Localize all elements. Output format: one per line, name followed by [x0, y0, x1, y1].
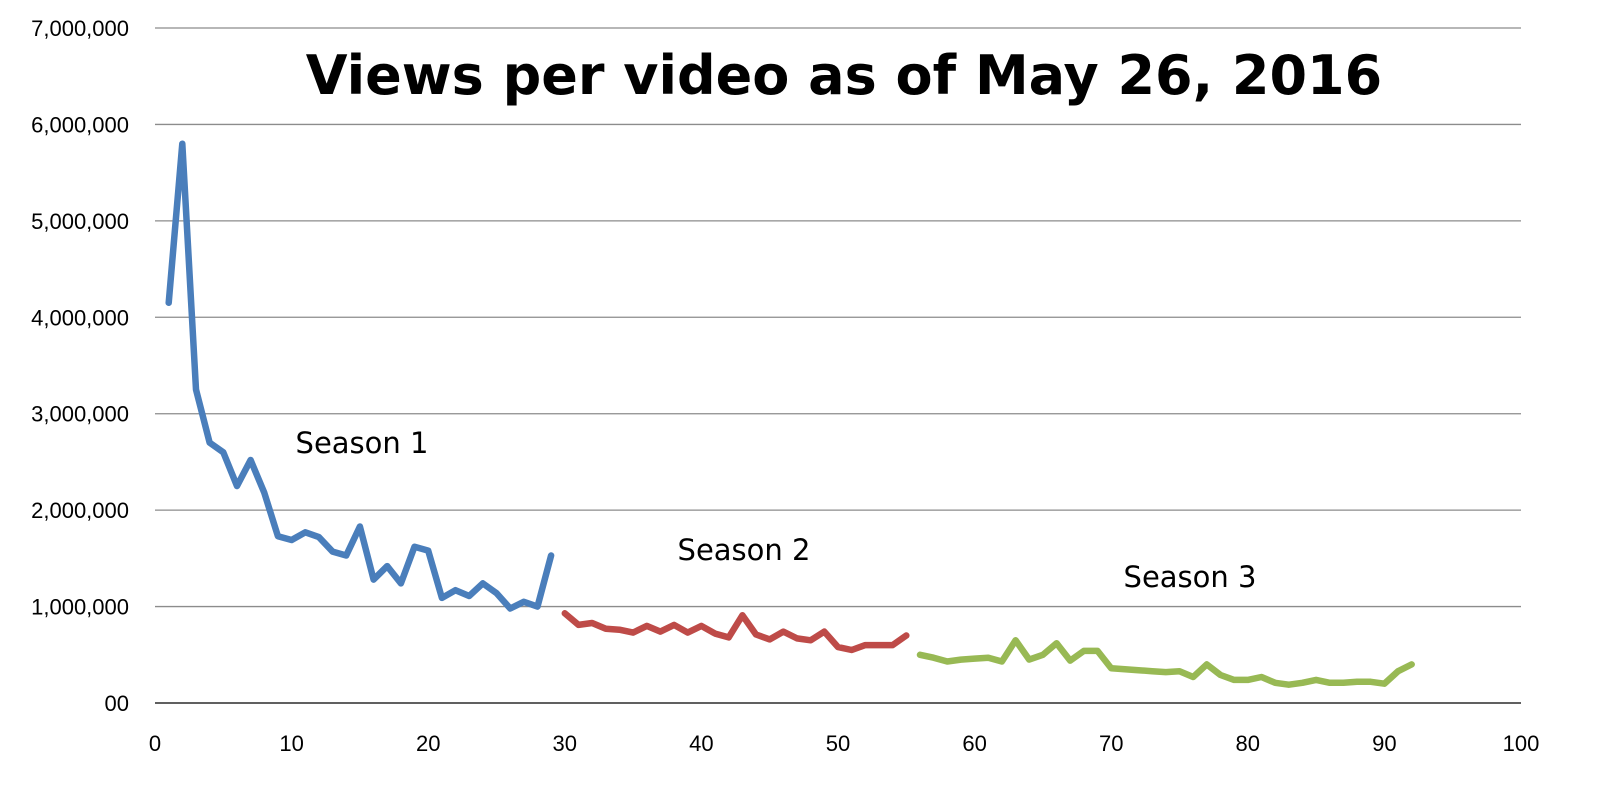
x-tick-label: 100	[1503, 731, 1540, 756]
y-tick-label: 4,000,000	[31, 305, 129, 330]
series-line-1	[165, 140, 555, 612]
y-tick-label: 5,000,000	[31, 209, 129, 234]
x-tick-label: 40	[689, 731, 713, 756]
series-label-season-1: Season 1	[296, 426, 429, 460]
x-tick-label: 0	[149, 731, 161, 756]
series-layer	[165, 140, 1415, 688]
y-tick-label: 7,000,000	[31, 16, 129, 41]
x-axis-ticks: 0 10 20 30 40 50 60 70 80 90 100	[149, 731, 1539, 756]
x-tick-label: 90	[1372, 731, 1396, 756]
x-tick-label: 10	[279, 731, 303, 756]
series-label-season-3: Season 3	[1124, 560, 1257, 594]
y-tick-label: 1,000,000	[31, 595, 129, 620]
x-tick-label: 80	[1236, 731, 1260, 756]
series-line-2	[561, 610, 910, 654]
x-tick-label: 50	[826, 731, 850, 756]
y-tick-label: 3,000,000	[31, 402, 129, 427]
series-line-3	[916, 637, 1415, 688]
series-label-season-2: Season 2	[678, 533, 811, 567]
x-tick-label: 70	[1099, 731, 1123, 756]
y-tick-label: 00	[105, 691, 129, 716]
gridlines	[155, 27, 1521, 608]
x-tick-label: 30	[553, 731, 577, 756]
x-tick-label: 60	[962, 731, 986, 756]
y-tick-label: 6,000,000	[31, 112, 129, 137]
y-tick-label: 2,000,000	[31, 498, 129, 523]
chart-title: Views per video as of May 26, 2016	[306, 44, 1382, 107]
x-tick-label: 20	[416, 731, 440, 756]
y-axis-ticks: 00 1,000,000 2,000,000 3,000,000 4,000,000 5,…	[31, 16, 129, 716]
